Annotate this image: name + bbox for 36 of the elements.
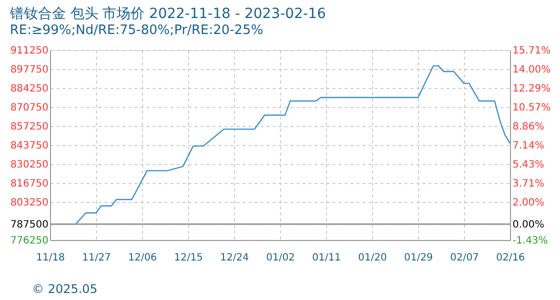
x-tick-label: 01/02	[266, 252, 295, 264]
chart-title: 镨钕合金 包头 市场价 2022-11-18 - 2023-02-16	[8, 6, 326, 22]
x-tick-label: 02/16	[496, 252, 525, 264]
x-tick-label: 01/11	[312, 252, 341, 264]
y2-tick-label: 5.43%	[512, 159, 544, 170]
y2-tick-label: 0.00%	[512, 220, 544, 231]
y2-tick-label: 12.29%	[512, 83, 551, 94]
y2-tick-label: -1.43%	[512, 236, 548, 246]
y-tick-label: 884250	[10, 84, 48, 94]
y-tick-label: 776250	[10, 236, 48, 246]
y-tick-label: 911250	[10, 46, 48, 56]
y2-tick-label: 14.00%	[512, 64, 551, 76]
x-tick-label: 11/18	[36, 252, 65, 264]
text: © 2025.05	[32, 282, 98, 296]
x-tick-label: 01/29	[404, 252, 433, 264]
y-tick-label: 830250	[10, 160, 48, 170]
y-tick-label: 843750	[10, 140, 48, 152]
x-tick-label: 12/15	[174, 252, 203, 264]
y2-tick-label: 7.14%	[512, 140, 544, 152]
y-tick-label: 787500	[10, 220, 48, 231]
y-tick-label: 803250	[10, 198, 48, 208]
x-tick-label: 02/07	[450, 252, 479, 264]
y-tick-label: 857250	[10, 122, 48, 132]
y2-tick-label: 2.00%	[512, 197, 544, 208]
y2-tick-label: 10.57%	[512, 102, 551, 114]
y2-tick-label: 3.71%	[512, 178, 544, 190]
y-tick-label: 897750	[10, 64, 48, 76]
y2-tick-label: 15.71%	[512, 46, 551, 56]
x-tick-label: 01/20	[358, 252, 387, 264]
x-tick-label: 12/24	[220, 252, 249, 264]
y2-tick-label: 8.86%	[512, 121, 544, 132]
x-tick-label: 12/06	[128, 252, 157, 264]
x-tick-label: 11/27	[82, 252, 111, 264]
y-tick-label: 816750	[10, 178, 48, 190]
y-tick-label: 870750	[10, 102, 48, 114]
chart-subtitle: RE:≥99%;Nd/RE:75-80%;Pr/RE:20-25%	[10, 23, 264, 38]
